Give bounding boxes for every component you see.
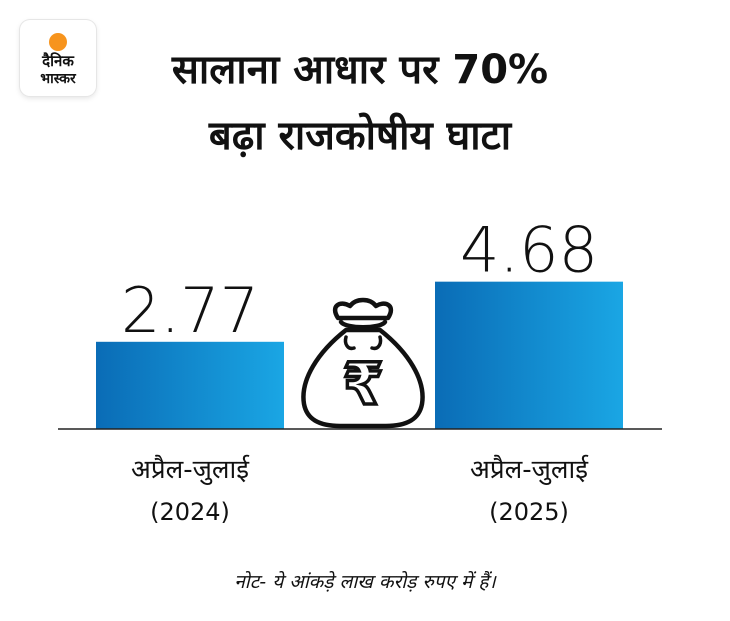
logo-graphic: दैनिक भास्कर — [40, 33, 77, 87]
category-label-2-line-1: अप्रैल-जुलाई — [470, 454, 589, 485]
category-label-2-line-2: (2025) — [489, 498, 569, 526]
svg-text:₹: ₹ — [343, 350, 383, 418]
bar-1 — [96, 341, 284, 429]
logo-text-line2: भास्कर — [40, 71, 77, 87]
chart-title-line-1: सालाना आधार पर 70% — [171, 47, 549, 93]
logo-text-line1: दैनिक — [41, 52, 75, 70]
bar-value-label-2: 4.68 — [460, 214, 598, 287]
data-note: नोट- ये आंकड़े लाख करोड़ रुपए में हैं। — [234, 571, 496, 593]
chart-title-line-2: बढ़ा राजकोषीय घाटा — [208, 113, 512, 159]
bar-2 — [435, 281, 623, 429]
category-label-1-line-2: (2024) — [150, 498, 230, 526]
bar-value-label-1: 2.77 — [121, 274, 259, 347]
rupee-money-bag-icon: ₹ — [301, 297, 425, 429]
dainik-bhaskar-logo: दैनिक भास्कर — [20, 20, 96, 96]
category-label-1-line-1: अप्रैल-जुलाई — [131, 454, 250, 485]
